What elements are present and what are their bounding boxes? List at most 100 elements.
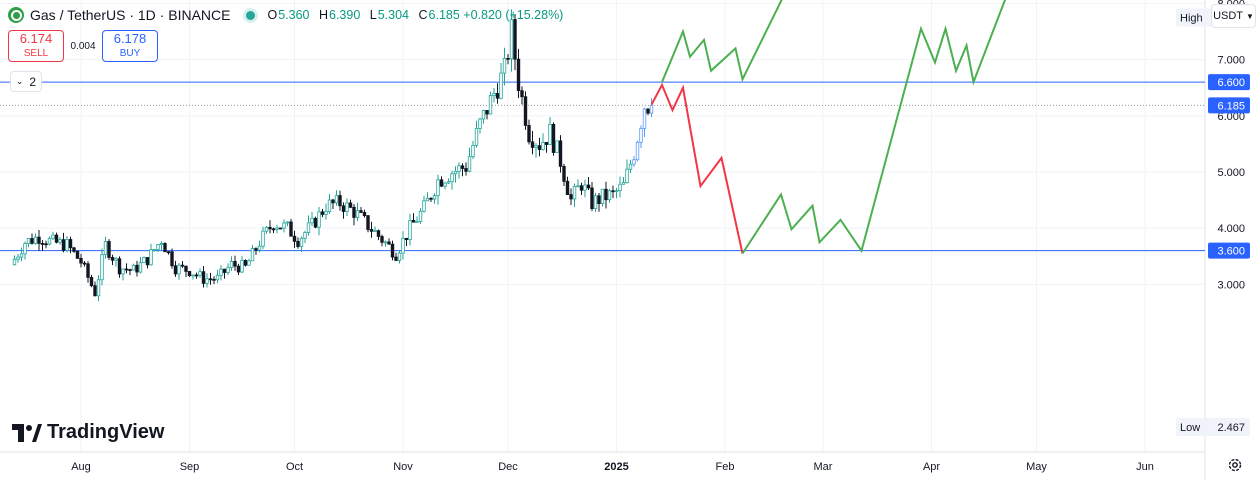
- candle-down: [201, 266, 206, 288]
- candle-up: [478, 117, 482, 134]
- candle-body: [243, 260, 248, 266]
- candle-down: [390, 240, 395, 261]
- candle-body: [509, 19, 514, 60]
- candle-down: [93, 281, 97, 297]
- candle-up: [607, 188, 612, 203]
- candle-body: [450, 173, 454, 183]
- candle-body: [310, 217, 314, 224]
- candle-body: [138, 262, 143, 273]
- candle-body: [282, 222, 286, 229]
- candle-body: [565, 180, 570, 195]
- candle-body: [30, 238, 34, 244]
- price-tick-label: 6.000: [1217, 111, 1245, 123]
- candle-body: [180, 264, 185, 267]
- candle-down: [586, 177, 591, 191]
- candle-body: [135, 264, 139, 273]
- candle-down: [565, 176, 570, 195]
- gear-icon[interactable]: [1227, 457, 1243, 473]
- candle-body: [142, 257, 146, 264]
- candle-up: [23, 241, 27, 260]
- candle-body: [513, 19, 517, 60]
- candle-down: [544, 142, 549, 153]
- candle-up: [499, 63, 503, 100]
- candle-up: [649, 98, 654, 118]
- candle-up: [100, 248, 104, 286]
- price-axis: 3.0004.0005.0006.0007.0008.0009.0006.600…: [1176, 0, 1250, 436]
- time-tick-label: Mar: [814, 461, 833, 473]
- candle-body: [387, 241, 391, 245]
- candle-down: [208, 272, 213, 285]
- tradingview-logo[interactable]: TradingView: [12, 421, 164, 444]
- chart-grid: [0, 0, 1206, 480]
- candle-body: [422, 200, 426, 212]
- time-tick-label: 2025: [604, 461, 628, 473]
- candle-up: [418, 208, 423, 224]
- candle-body: [639, 128, 643, 143]
- trade-panel: 6.174 SELL 0.004 6.178 BUY: [8, 30, 158, 62]
- candle-body: [534, 145, 538, 148]
- candle-up: [261, 226, 265, 250]
- candle-body: [229, 261, 234, 268]
- candle-up: [58, 237, 62, 245]
- low-tag-label: Low: [1180, 422, 1200, 434]
- candle-body: [397, 252, 402, 261]
- candle-body: [551, 123, 556, 153]
- candle-body: [495, 92, 500, 99]
- candle-down: [520, 86, 524, 105]
- candle-body: [149, 249, 153, 266]
- candle-body: [579, 185, 584, 191]
- candle-body: [257, 245, 262, 251]
- candle-body: [47, 237, 52, 245]
- close-key: C: [418, 8, 428, 22]
- indicators-count: 2: [29, 74, 37, 89]
- candle-body: [187, 271, 192, 277]
- price-tick-label: 7.000: [1217, 55, 1245, 67]
- candle-down: [30, 233, 34, 245]
- high-tag-label: High: [1180, 13, 1203, 25]
- candle-body: [348, 202, 353, 208]
- candle-down: [117, 256, 122, 278]
- candle-down: [243, 259, 248, 267]
- currency-select[interactable]: USDT ▼: [1211, 4, 1256, 28]
- sell-button[interactable]: 6.174 SELL: [8, 30, 64, 62]
- candle-down: [394, 252, 398, 262]
- candle-body: [131, 264, 136, 271]
- candle-body: [471, 144, 475, 158]
- candle-body: [425, 197, 430, 202]
- sell-price: 6.174: [19, 31, 53, 46]
- indicators-toggle-button[interactable]: ⌄ 2: [10, 71, 42, 92]
- symbol-title[interactable]: Gas / TetherUS · 1D · BINANCE: [30, 7, 231, 23]
- candle-body: [236, 265, 241, 273]
- candle-down: [439, 176, 444, 188]
- low-tag: Low 2.467: [1176, 418, 1250, 436]
- candle-up: [121, 268, 125, 281]
- candle-body: [198, 271, 202, 276]
- current-price-tag: 6.185: [1208, 97, 1250, 114]
- candle-down: [527, 119, 531, 145]
- buy-button[interactable]: 6.178 BUY: [102, 30, 158, 62]
- candle-body: [576, 185, 580, 188]
- candle-up: [114, 256, 118, 267]
- candle-down: [313, 216, 318, 229]
- candle-down: [180, 261, 185, 268]
- candle-up: [614, 187, 619, 199]
- candle-body: [380, 236, 384, 243]
- candle-down: [604, 181, 608, 209]
- candle-up: [632, 155, 636, 167]
- candle-body: [268, 226, 272, 230]
- candle-down: [530, 131, 535, 155]
- candle-body: [604, 188, 608, 201]
- candle-body: [159, 243, 164, 245]
- candle-down: [611, 185, 615, 199]
- candle-down: [145, 257, 150, 269]
- gas-coin-icon: [8, 7, 24, 23]
- market-status-icon[interactable]: [246, 10, 256, 20]
- candle-up: [502, 47, 507, 86]
- price-tick-label: 3.000: [1217, 279, 1245, 291]
- candle-body: [537, 145, 542, 150]
- candle-up: [257, 240, 262, 253]
- projection-bullish-2: [741, 0, 1007, 255]
- candle-down: [460, 163, 465, 177]
- candle-body: [334, 195, 339, 204]
